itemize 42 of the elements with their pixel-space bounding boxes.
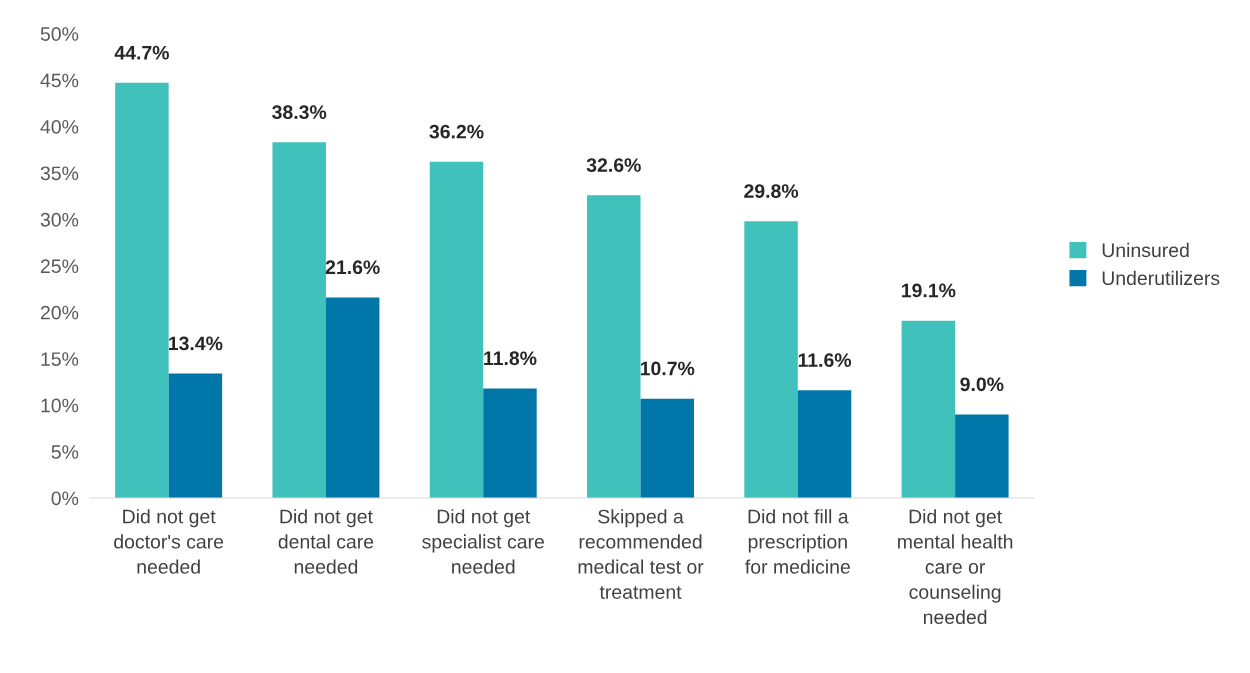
bar xyxy=(744,221,798,499)
y-tick-label: 30% xyxy=(40,212,79,227)
data-label: 38.3% xyxy=(272,105,327,120)
data-label: 10.7% xyxy=(640,361,695,376)
bar xyxy=(640,398,694,499)
bar xyxy=(325,297,380,499)
data-label: 13.4% xyxy=(169,336,223,351)
legend-label: Uninsured xyxy=(1102,242,1189,258)
bar xyxy=(168,373,223,499)
bar xyxy=(901,320,956,499)
x-tick-label: Did not get mental health care or counseling needed xyxy=(898,509,1013,625)
bar xyxy=(797,390,852,499)
y-tick-label: 50% xyxy=(40,27,79,41)
bar xyxy=(429,161,484,499)
y-tick-label: 35% xyxy=(40,166,79,181)
bar xyxy=(115,82,169,499)
data-label: 19.1% xyxy=(902,283,956,298)
bar xyxy=(955,414,1009,499)
data-label: 11.6% xyxy=(798,353,852,367)
data-label: 11.8% xyxy=(484,351,537,366)
y-tick-label: 0% xyxy=(51,491,79,506)
y-tick-label: 45% xyxy=(40,73,79,88)
x-tick-label: Did not fill a prescription for medicine xyxy=(745,509,850,574)
bar xyxy=(483,388,537,499)
x-tick-label: Did not get doctor's care needed xyxy=(114,509,224,574)
data-label: 29.8% xyxy=(744,184,799,198)
bar xyxy=(587,195,641,499)
y-tick-label: 40% xyxy=(40,119,79,134)
y-tick-label: 15% xyxy=(41,352,79,366)
data-label: 36.2% xyxy=(429,124,484,139)
y-tick-label: 20% xyxy=(40,305,79,320)
bar xyxy=(272,142,326,499)
x-tick-label: Did not get dental care needed xyxy=(278,509,374,574)
legend-label: Underutilizers xyxy=(1102,270,1220,286)
data-label: 9.0% xyxy=(960,377,1004,392)
y-tick-label: 5% xyxy=(51,445,79,459)
x-tick-label: Skipped a recommended medical test or treatment xyxy=(578,509,704,599)
y-tick-label: 10% xyxy=(41,398,79,413)
data-label: 32.6% xyxy=(586,158,641,172)
data-label: 44.7% xyxy=(114,45,169,60)
y-tick-label: 25% xyxy=(40,259,79,274)
x-tick-label: Did not get specialist care needed xyxy=(422,509,544,574)
